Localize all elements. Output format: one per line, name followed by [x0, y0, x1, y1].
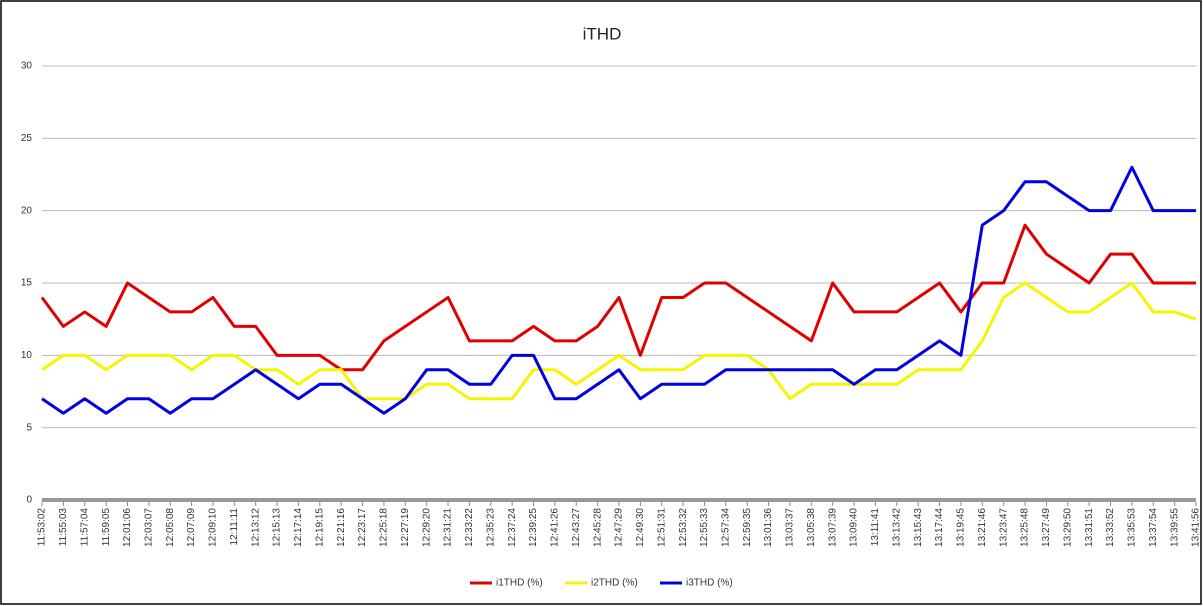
legend-label: i2THD (%) — [591, 578, 638, 589]
x-tick-label: 12:37:24 — [507, 508, 518, 547]
x-tick-label: 11:59:05 — [101, 508, 112, 547]
x-tick-label: 13:21:46 — [977, 508, 988, 547]
x-tick-label: 11:57:04 — [79, 508, 90, 547]
x-tick-label: 12:47:29 — [614, 508, 625, 547]
y-tick-label: 20 — [21, 205, 33, 216]
x-tick-label: 13:31:51 — [1084, 508, 1095, 547]
x-tick-label: 13:25:48 — [1020, 508, 1031, 547]
x-tick-label: 12:27:19 — [400, 508, 411, 547]
x-tick-label: 13:17:44 — [934, 508, 945, 547]
x-tick-label: 12:31:21 — [443, 508, 454, 547]
x-tick-label: 12:57:34 — [720, 508, 731, 547]
x-tick-label: 12:03:07 — [143, 508, 154, 547]
x-tick-label: 13:41:56 — [1191, 508, 1202, 547]
x-tick-label: 12:07:09 — [186, 508, 197, 547]
x-tick-label: 12:53:32 — [678, 508, 689, 547]
x-tick-label: 12:35:23 — [485, 508, 496, 547]
x-tick-label: 12:09:10 — [208, 508, 219, 547]
x-tick-label: 13:07:39 — [827, 508, 838, 547]
x-tick-label: 12:39:25 — [528, 508, 539, 547]
x-tick-label: 13:37:54 — [1148, 508, 1159, 547]
x-tick-label: 12:13:12 — [250, 508, 261, 547]
x-tick-label: 13:13:42 — [891, 508, 902, 547]
x-tick-label: 12:29:20 — [421, 508, 432, 547]
x-tick-label: 12:01:06 — [122, 508, 133, 547]
x-tick-label: 12:33:22 — [464, 508, 475, 547]
x-tick-label: 13:39:55 — [1169, 508, 1180, 547]
x-tick-label: 13:29:50 — [1062, 508, 1073, 547]
legend-label: i3THD (%) — [686, 578, 733, 589]
legend-label: i1THD (%) — [496, 578, 543, 589]
x-tick-label: 12:51:31 — [656, 508, 667, 547]
x-tick-label: 13:09:40 — [849, 508, 860, 547]
x-tick-label: 13:01:36 — [763, 508, 774, 547]
x-tick-label: 12:17:14 — [293, 508, 304, 547]
x-tick-label: 13:33:52 — [1105, 508, 1116, 547]
series-line — [41, 281, 1197, 401]
x-tick-label: 12:41:26 — [550, 508, 561, 547]
y-tick-label: 30 — [21, 61, 33, 72]
x-tick-label: 12:19:15 — [314, 508, 325, 547]
x-tick-label: 12:15:13 — [272, 508, 283, 547]
x-tick-label: 13:05:38 — [806, 508, 817, 547]
x-tick-label: 13:23:47 — [998, 508, 1009, 547]
x-tick-label: 12:05:08 — [165, 508, 176, 547]
x-tick-label: 12:21:16 — [336, 508, 347, 547]
y-tick-label: 25 — [21, 133, 33, 144]
x-tick-label: 12:43:27 — [571, 508, 582, 547]
y-tick-label: 5 — [26, 422, 32, 433]
x-tick-label: 13:19:45 — [956, 508, 967, 547]
y-tick-label: 0 — [26, 495, 32, 506]
x-tick-label: 11:55:03 — [58, 508, 69, 547]
y-tick-label: 15 — [21, 278, 33, 289]
x-tick-label: 13:27:49 — [1041, 508, 1052, 547]
x-tick-label: 12:11:11 — [229, 508, 240, 546]
chart-title: iTHD — [583, 24, 622, 43]
x-tick-label: 11:53:02 — [37, 508, 48, 547]
x-tick-label: 13:03:37 — [785, 508, 796, 547]
x-tick-label: 12:23:17 — [357, 508, 368, 547]
x-tick-label: 12:45:28 — [592, 508, 603, 547]
x-tick-label: 12:49:30 — [635, 508, 646, 547]
x-tick-label: 12:59:35 — [742, 508, 753, 547]
x-tick-label: 13:35:53 — [1127, 508, 1138, 547]
x-tick-label: 12:55:33 — [699, 508, 710, 547]
series-line — [41, 165, 1196, 415]
x-tick-label: 12:25:18 — [379, 508, 390, 547]
x-tick-label: 13:11:41 — [870, 508, 881, 547]
x-tick-label: 13:15:43 — [913, 508, 924, 547]
y-tick-label: 10 — [21, 350, 33, 361]
series-line — [40, 223, 1196, 372]
